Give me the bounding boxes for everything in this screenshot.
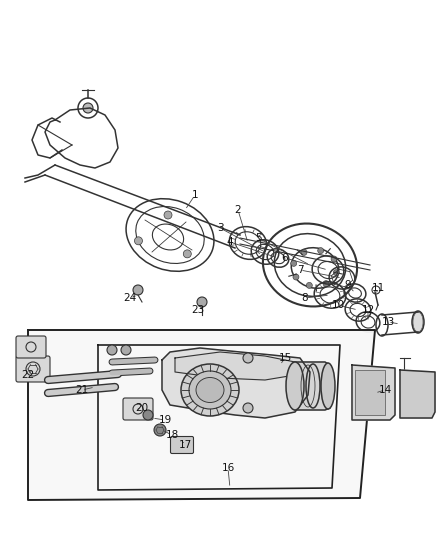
- Text: 20: 20: [135, 403, 148, 413]
- Text: 5: 5: [254, 233, 261, 243]
- FancyBboxPatch shape: [16, 356, 50, 382]
- Text: 16: 16: [221, 463, 235, 473]
- Text: 4: 4: [227, 237, 233, 247]
- Ellipse shape: [321, 363, 335, 409]
- Ellipse shape: [286, 362, 304, 410]
- Text: 15: 15: [279, 353, 292, 363]
- Text: 23: 23: [191, 305, 205, 315]
- Polygon shape: [28, 330, 375, 500]
- Text: 22: 22: [21, 370, 35, 380]
- Text: 14: 14: [378, 385, 392, 395]
- Circle shape: [301, 249, 307, 255]
- Ellipse shape: [189, 371, 231, 409]
- Circle shape: [154, 424, 166, 436]
- Ellipse shape: [196, 377, 224, 402]
- FancyBboxPatch shape: [123, 398, 153, 420]
- Ellipse shape: [413, 312, 423, 332]
- Polygon shape: [295, 362, 330, 410]
- Circle shape: [183, 250, 191, 258]
- Polygon shape: [162, 348, 310, 418]
- Circle shape: [293, 274, 299, 280]
- Circle shape: [306, 282, 312, 288]
- Text: 13: 13: [381, 317, 395, 327]
- Text: 9: 9: [345, 280, 351, 290]
- Circle shape: [331, 256, 337, 262]
- Circle shape: [133, 285, 143, 295]
- Text: 6: 6: [282, 253, 288, 263]
- Circle shape: [333, 270, 339, 276]
- Polygon shape: [400, 370, 435, 418]
- Text: 17: 17: [178, 440, 192, 450]
- Ellipse shape: [181, 364, 239, 416]
- Text: 11: 11: [371, 283, 385, 293]
- Text: 12: 12: [361, 305, 374, 315]
- Text: 10: 10: [332, 300, 345, 310]
- Polygon shape: [352, 365, 395, 420]
- Circle shape: [164, 211, 172, 219]
- Circle shape: [243, 403, 253, 413]
- Circle shape: [323, 280, 329, 287]
- Text: 7: 7: [297, 265, 303, 275]
- Text: 8: 8: [302, 293, 308, 303]
- Circle shape: [291, 260, 297, 266]
- Text: 2: 2: [235, 205, 241, 215]
- Circle shape: [318, 248, 324, 254]
- Circle shape: [243, 353, 253, 363]
- Text: 3: 3: [217, 223, 223, 233]
- Text: 21: 21: [75, 385, 88, 395]
- Text: 19: 19: [159, 415, 172, 425]
- Text: 24: 24: [124, 293, 137, 303]
- FancyBboxPatch shape: [16, 336, 46, 358]
- Circle shape: [197, 297, 207, 307]
- Circle shape: [143, 410, 153, 420]
- Bar: [355, 370, 385, 415]
- FancyBboxPatch shape: [170, 437, 194, 454]
- Circle shape: [121, 345, 131, 355]
- Text: 1: 1: [192, 190, 198, 200]
- Circle shape: [134, 237, 142, 245]
- Circle shape: [83, 103, 93, 113]
- Polygon shape: [175, 352, 295, 380]
- Circle shape: [107, 345, 117, 355]
- Text: 18: 18: [166, 430, 179, 440]
